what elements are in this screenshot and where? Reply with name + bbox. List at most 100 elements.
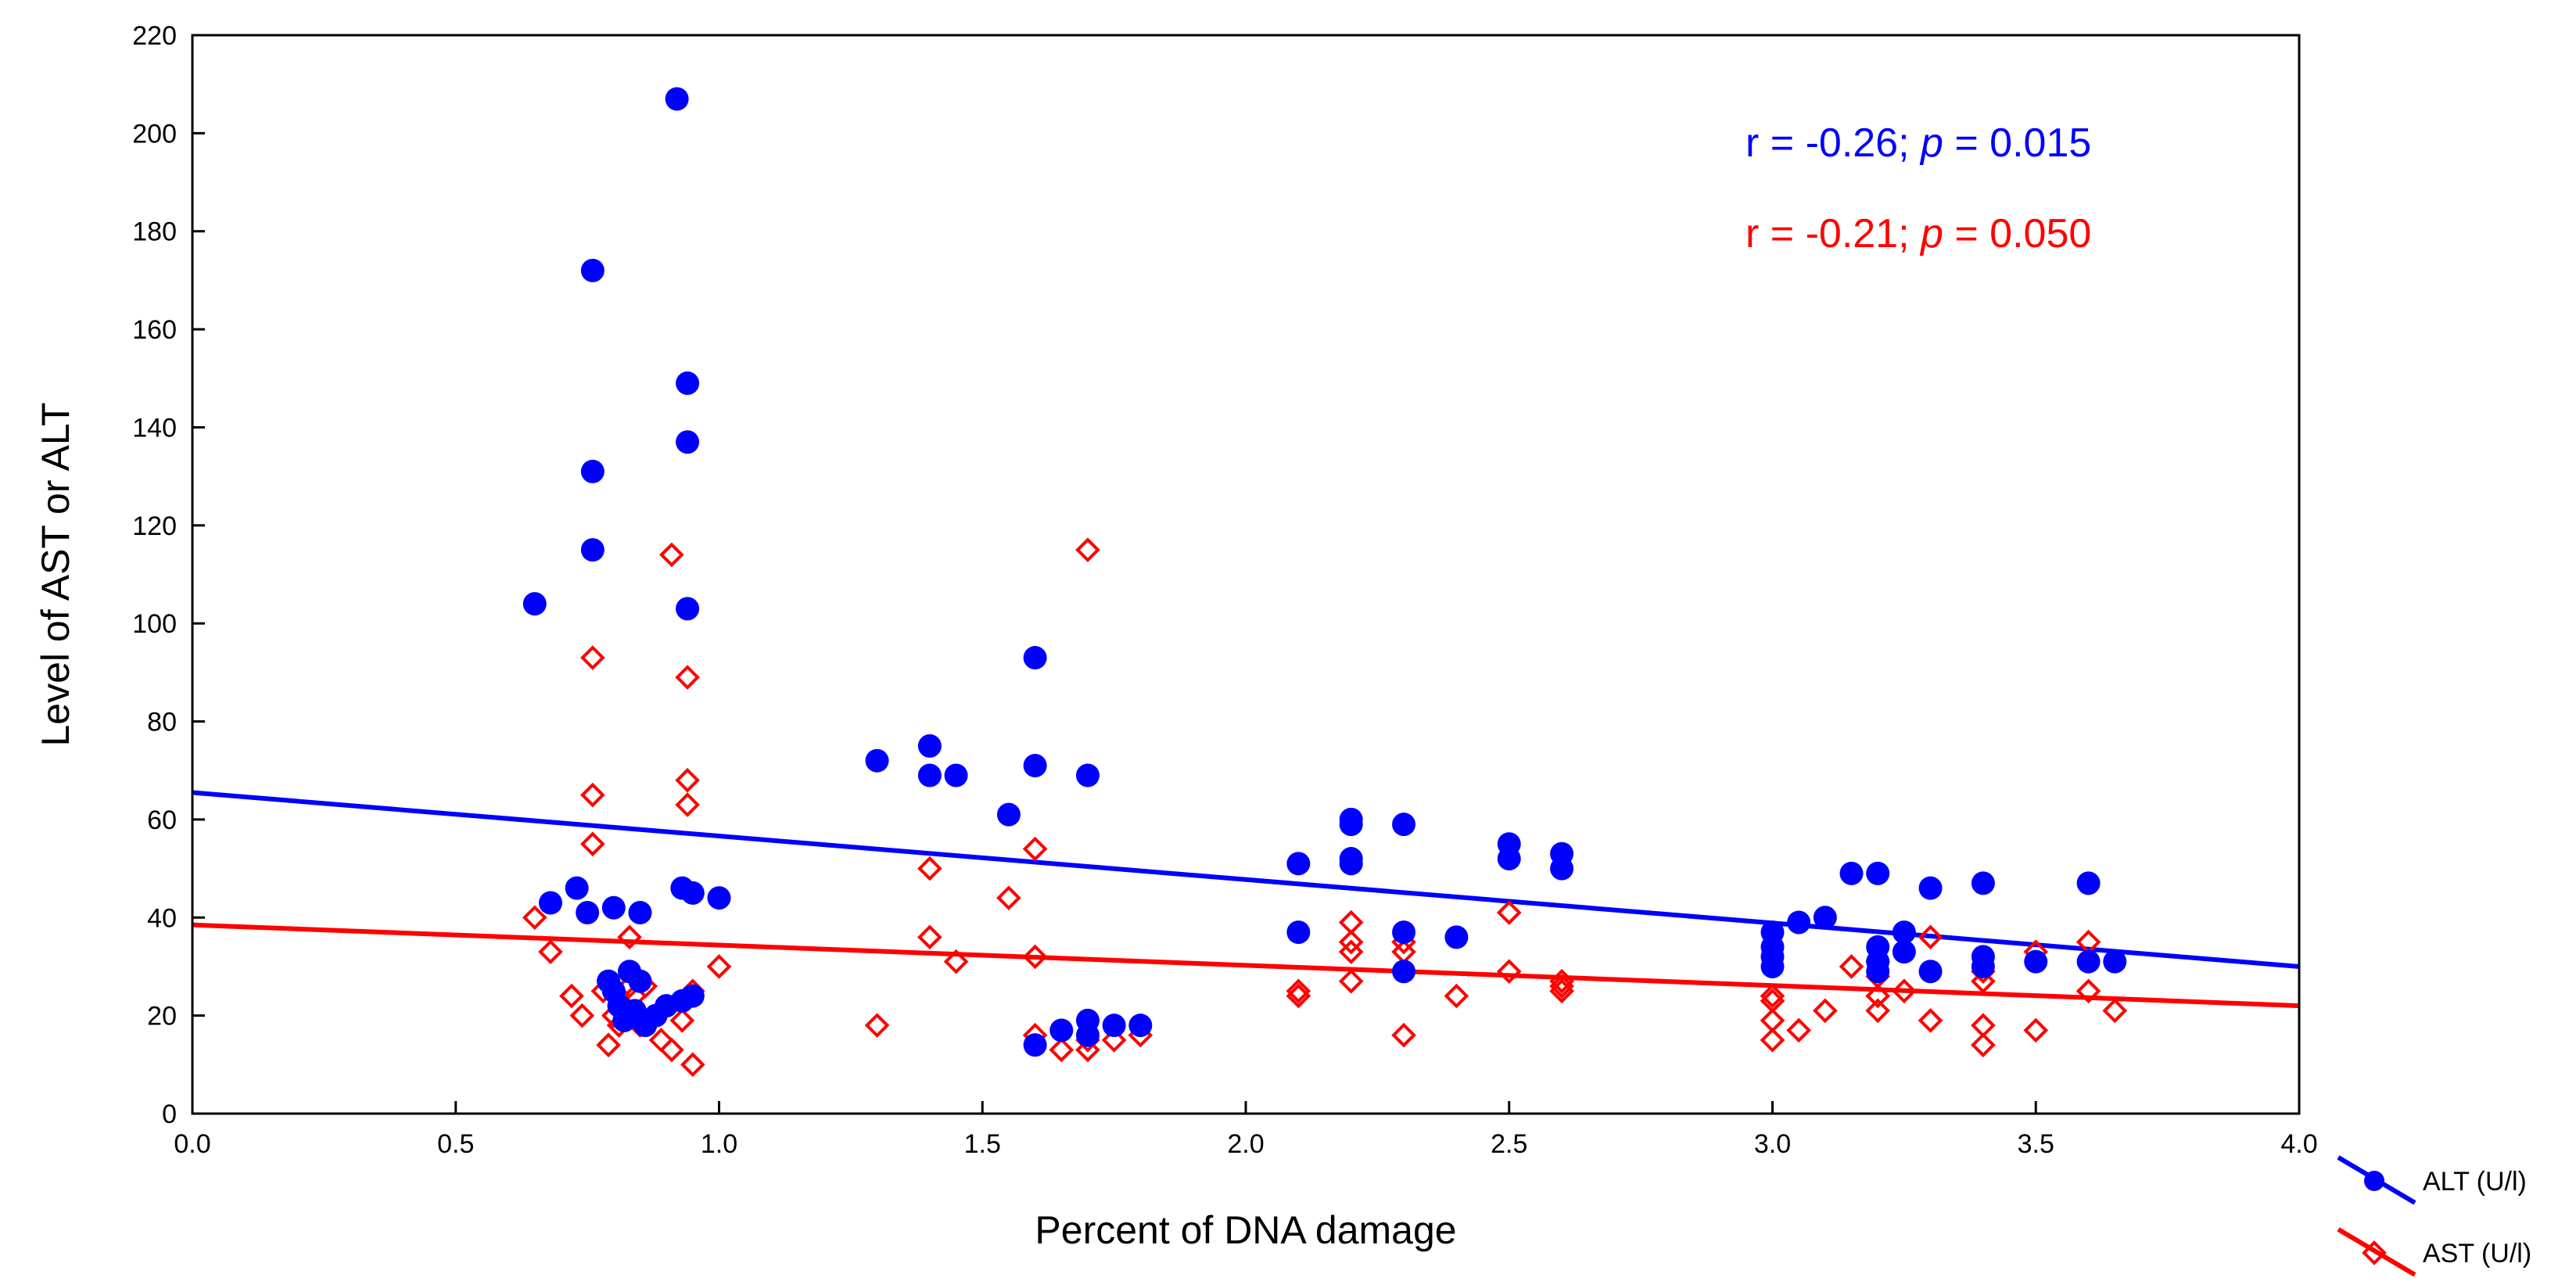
ast-point	[996, 885, 1021, 911]
alt-point	[601, 895, 626, 920]
alt-point	[1049, 1018, 1074, 1042]
x-tick-label: 2.5	[1491, 1129, 1527, 1159]
legend-ast-marker	[2362, 1240, 2387, 1265]
x-tick-label: 1.5	[964, 1129, 1001, 1159]
ast-point	[580, 782, 605, 808]
ast-point	[2102, 998, 2128, 1024]
y-axis-ticks: 0 20 40 60 80 100 120 140 160 180 200 220	[132, 21, 205, 1129]
alt-point	[2024, 949, 2048, 974]
alt-point	[1497, 847, 1521, 871]
alt-point	[1392, 813, 1416, 837]
ast-point	[559, 983, 584, 1009]
y-tick-label: 180	[132, 217, 177, 247]
alt-point	[1760, 954, 1785, 978]
alt-point	[1971, 954, 1995, 978]
alt-point	[1339, 813, 1363, 837]
y-tick-label: 200	[132, 119, 177, 149]
alt-point	[1813, 906, 1837, 930]
ast-point	[1549, 968, 1574, 994]
ast-point	[675, 665, 700, 690]
ast-point	[1496, 900, 1522, 925]
ast-point	[1760, 983, 1785, 1009]
alt-p-symbol: p	[1919, 120, 1943, 166]
x-axis-ticks: 0.0 0.5 1.0 1.5 2.0 2.5 3.0 3.5 4.0	[174, 1101, 2318, 1159]
alt-point	[1392, 960, 1416, 984]
alt-point	[1866, 960, 1890, 984]
ast-point	[1786, 1017, 1812, 1043]
ast-point	[1391, 1022, 1416, 1048]
ast-point	[617, 924, 642, 950]
alt-point	[665, 87, 689, 111]
legend-alt-marker	[2364, 1171, 2384, 1191]
ast-point	[675, 792, 700, 817]
ast-point	[1549, 974, 1574, 999]
ast-point	[1918, 924, 1943, 950]
alt-point	[1023, 753, 1047, 777]
alt-point	[1128, 1014, 1153, 1038]
legend-item-ast: AST (U/l)	[2337, 1227, 2531, 1277]
alt-point	[628, 901, 652, 925]
ast-point	[1286, 978, 1311, 1004]
alt-point	[917, 763, 942, 788]
alt-point	[1918, 876, 1943, 900]
x-tick-label: 2.0	[1227, 1129, 1264, 1159]
ast-point	[1918, 1008, 1943, 1033]
ast-point	[669, 1008, 695, 1033]
y-tick-label: 80	[147, 708, 177, 737]
ast-point	[522, 905, 547, 931]
ast-point	[917, 856, 942, 881]
ast-point	[917, 924, 942, 950]
y-tick-label: 120	[132, 511, 177, 541]
x-tick-label: 1.0	[701, 1129, 737, 1159]
ast-point	[1022, 836, 1048, 862]
ast-point	[1865, 983, 1891, 1009]
ast-p-text: = 0.050	[1943, 211, 2091, 257]
ast-point	[1813, 998, 1838, 1024]
ast-point	[1549, 978, 1574, 1004]
alt-point	[576, 901, 600, 925]
alt-point	[917, 734, 942, 758]
ast-point	[1338, 929, 1364, 955]
alt-point	[1286, 920, 1311, 945]
regression-lines	[192, 790, 2300, 1009]
ast-point	[538, 939, 563, 964]
legend-ast-line	[2337, 1227, 2416, 1277]
y-tick-label: 0	[162, 1100, 177, 1129]
ast-point	[943, 949, 969, 974]
alt-point	[1550, 856, 1574, 881]
alt-point	[996, 802, 1021, 827]
ast-point	[569, 1003, 595, 1028]
alt-point	[680, 881, 705, 905]
alt-point	[565, 876, 589, 900]
alt-point	[1339, 852, 1363, 876]
alt-point	[1892, 920, 1916, 945]
x-tick-label: 0.5	[437, 1129, 474, 1159]
ast-point	[706, 954, 732, 979]
ast-point	[580, 645, 605, 670]
ast-point	[596, 1032, 621, 1058]
alt-point	[1892, 940, 1916, 964]
ast-point	[1496, 959, 1522, 985]
alt-point	[1392, 920, 1416, 945]
x-axis-title: Percent of DNA damage	[1035, 1208, 1456, 1252]
ast-point	[1444, 983, 1469, 1009]
alt-p-text: = 0.015	[1943, 120, 2091, 166]
alt-point	[676, 430, 700, 454]
x-tick-label: 3.5	[2018, 1129, 2054, 1159]
ast-correlation-annotation: r = -0.21; p = 0.050	[1745, 211, 2091, 257]
y-tick-label: 160	[132, 315, 177, 345]
ast-point	[1971, 1032, 1996, 1058]
ast-regression-line	[192, 922, 2300, 1009]
ast-point	[2076, 978, 2101, 1004]
ast-point	[1075, 1037, 1100, 1063]
alt-point	[2103, 949, 2127, 974]
alt-regression-line	[192, 790, 2300, 969]
alt-point	[944, 763, 968, 788]
alt-point	[1839, 861, 1864, 885]
alt-point	[1444, 925, 1469, 949]
alt-point	[628, 969, 652, 993]
alt-point	[1866, 861, 1890, 885]
alt-point	[522, 592, 547, 616]
